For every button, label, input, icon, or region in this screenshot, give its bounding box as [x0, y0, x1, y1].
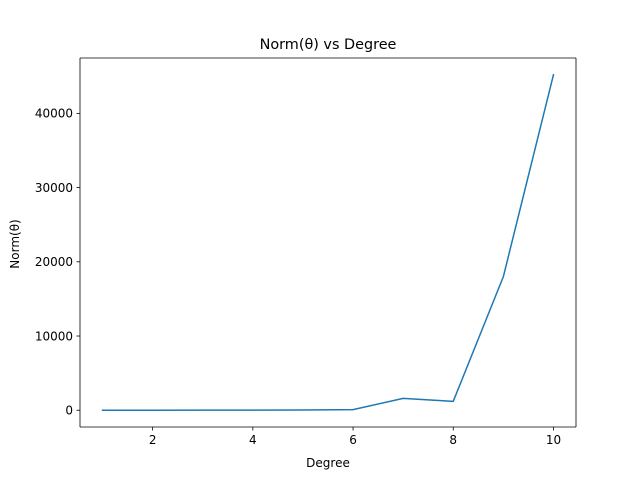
y-axis-label: Norm(θ) [8, 219, 22, 268]
x-axis-label: Degree [306, 456, 350, 470]
x-tick-label: 10 [546, 433, 561, 447]
chart-title: Norm(θ) vs Degree [260, 37, 397, 53]
series-line-0 [101, 73, 555, 411]
plot-area [79, 57, 577, 428]
x-tick-label: 4 [249, 433, 257, 447]
y-tick-label: 20000 [35, 255, 73, 269]
y-tick-label: 30000 [35, 181, 73, 195]
y-tick-label: 10000 [35, 329, 73, 343]
x-tick-label: 2 [149, 433, 157, 447]
ticks: 2 4 6 8 10 0 10000 20000 30000 40000 [35, 107, 561, 447]
y-tick-label: 40000 [35, 107, 73, 121]
x-tick-label: 8 [449, 433, 457, 447]
y-tick-label: 0 [65, 404, 73, 418]
x-tick-label: 6 [349, 433, 357, 447]
